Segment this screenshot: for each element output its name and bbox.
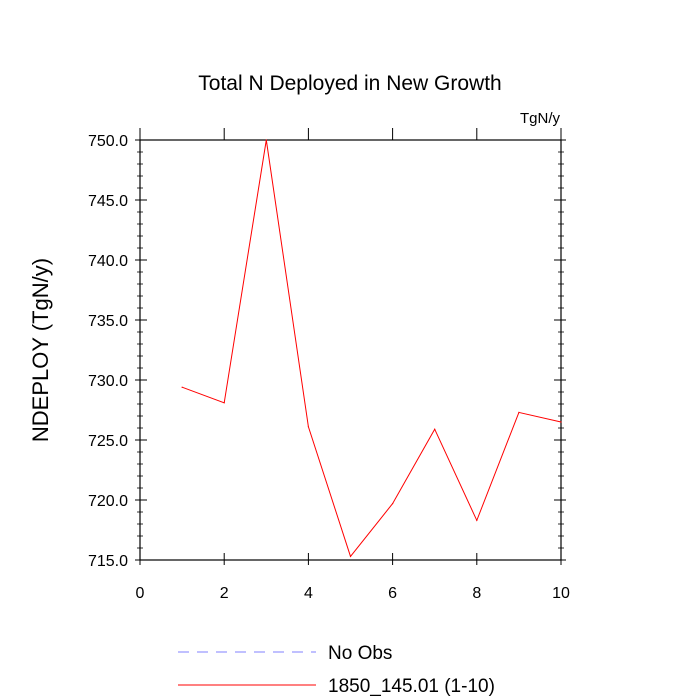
y-tick-label: 720.0 [88,493,128,510]
y-tick-label: 730.0 [88,373,128,390]
data-point [476,519,478,522]
x-tick-label: 8 [472,585,481,602]
y-tick-label: 725.0 [88,433,128,450]
units-label: TgN/y [520,110,561,127]
x-tick-label: 4 [304,585,313,602]
x-tick-label: 0 [136,585,145,602]
data-point [265,139,267,141]
y-tick-label: 745.0 [88,193,128,210]
y-tick-label: 715.0 [88,553,128,570]
data-point [181,386,183,388]
data-point [518,411,520,413]
legend-label: 1850_145.01 (1-10) [328,676,495,697]
data-point [392,503,394,505]
data-point [223,402,225,404]
plot-area: 715.0 720.0 725.0 730.0 735.0 740.0 745.0 750.0… [88,128,570,602]
x-tick-label: 2 [220,585,229,602]
x-tick-label: 10 [552,585,570,602]
data-point [307,426,309,428]
y-tick-label: 735.0 [88,313,128,330]
plot-frame [139,139,562,561]
y-axis-label: NDEPLOY (TgN/y) [28,258,53,442]
y-tick-label: 750.0 [88,133,128,150]
legend: No Obs 1850_145.01 (1-10) [178,643,495,697]
y-tick-label: 740.0 [88,253,128,270]
chart-title: Total N Deployed in New Growth [198,72,501,95]
data-point [560,421,562,423]
x-tick-label: 6 [388,585,397,602]
data-point [434,428,436,430]
data-point [349,555,352,558]
series-line [181,139,562,558]
legend-label: No Obs [328,643,392,664]
